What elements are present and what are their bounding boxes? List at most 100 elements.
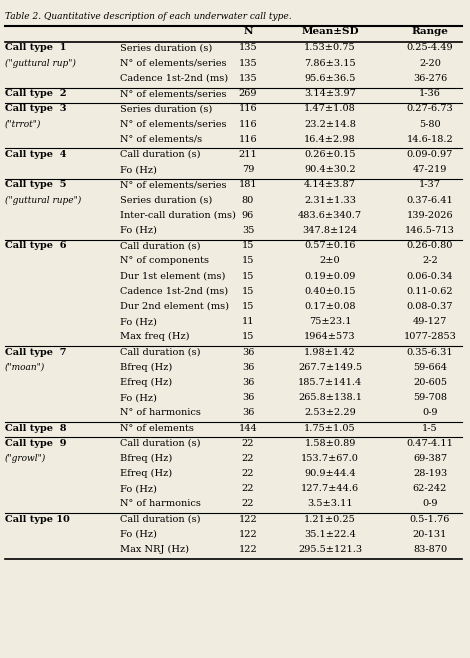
Text: 36-276: 36-276: [413, 74, 447, 83]
Text: 0.27-6.73: 0.27-6.73: [407, 105, 454, 113]
Text: 22: 22: [242, 469, 254, 478]
Text: 1.75±1.05: 1.75±1.05: [304, 424, 356, 432]
Text: Call duration (s): Call duration (s): [120, 241, 201, 250]
Text: 22: 22: [242, 439, 254, 447]
Text: 69-387: 69-387: [413, 454, 447, 463]
Text: Cadence 1st-2nd (ms): Cadence 1st-2nd (ms): [120, 287, 228, 295]
Text: 36: 36: [242, 393, 254, 402]
Text: N° of elements/series: N° of elements/series: [120, 120, 227, 128]
Text: 127.7±44.6: 127.7±44.6: [301, 484, 359, 494]
Text: Call duration (s): Call duration (s): [120, 150, 201, 159]
Text: Inter-call duration (ms): Inter-call duration (ms): [120, 211, 236, 220]
Text: 95.6±36.5: 95.6±36.5: [304, 74, 356, 83]
Text: N° of harmonics: N° of harmonics: [120, 499, 201, 509]
Text: 265.8±138.1: 265.8±138.1: [298, 393, 362, 402]
Text: 0.35-6.31: 0.35-6.31: [407, 347, 453, 357]
Text: 20-131: 20-131: [413, 530, 447, 539]
Text: 1.21±0.25: 1.21±0.25: [304, 515, 356, 524]
Text: 22: 22: [242, 484, 254, 494]
Text: 0.5-1.76: 0.5-1.76: [410, 515, 450, 524]
Text: 2±0: 2±0: [320, 257, 340, 265]
Text: 1.47±1.08: 1.47±1.08: [304, 105, 356, 113]
Text: Call type  3: Call type 3: [5, 105, 66, 113]
Text: 90.9±44.4: 90.9±44.4: [304, 469, 356, 478]
Text: Bfreq (Hz): Bfreq (Hz): [120, 454, 172, 463]
Text: 211: 211: [239, 150, 258, 159]
Text: 0-9: 0-9: [422, 499, 438, 509]
Text: Call type  1: Call type 1: [5, 43, 66, 53]
Text: 35: 35: [242, 226, 254, 235]
Text: 14.6-18.2: 14.6-18.2: [407, 135, 454, 143]
Text: 15: 15: [242, 302, 254, 311]
Text: ("guttural rup"): ("guttural rup"): [5, 59, 76, 68]
Text: 135: 135: [239, 59, 257, 68]
Text: 181: 181: [239, 180, 257, 190]
Text: 47-219: 47-219: [413, 165, 447, 174]
Text: 15: 15: [242, 241, 254, 250]
Text: 5-80: 5-80: [419, 120, 441, 128]
Text: 28-193: 28-193: [413, 469, 447, 478]
Text: 267.7±149.5: 267.7±149.5: [298, 363, 362, 372]
Text: 116: 116: [239, 120, 257, 128]
Text: Fo (Hz): Fo (Hz): [120, 484, 157, 494]
Text: 11: 11: [242, 317, 254, 326]
Text: 90.4±30.2: 90.4±30.2: [304, 165, 356, 174]
Text: 0.26-0.80: 0.26-0.80: [407, 241, 453, 250]
Text: N° of elements/series: N° of elements/series: [120, 59, 227, 68]
Text: 0.17±0.08: 0.17±0.08: [304, 302, 356, 311]
Text: Call duration (s): Call duration (s): [120, 347, 201, 357]
Text: Cadence 1st-2nd (ms): Cadence 1st-2nd (ms): [120, 74, 228, 83]
Text: Efreq (Hz): Efreq (Hz): [120, 469, 172, 478]
Text: Call duration (s): Call duration (s): [120, 439, 201, 447]
Text: Series duration (s): Series duration (s): [120, 105, 212, 113]
Text: 2-2: 2-2: [422, 257, 438, 265]
Text: Call type 10: Call type 10: [5, 515, 70, 524]
Text: 116: 116: [239, 135, 257, 143]
Text: Efreq (Hz): Efreq (Hz): [120, 378, 172, 387]
Text: 295.5±121.3: 295.5±121.3: [298, 545, 362, 554]
Text: Call type  9: Call type 9: [5, 439, 66, 447]
Text: 0.08-0.37: 0.08-0.37: [407, 302, 453, 311]
Text: Fo (Hz): Fo (Hz): [120, 317, 157, 326]
Text: 79: 79: [242, 165, 254, 174]
Text: Series duration (s): Series duration (s): [120, 195, 212, 205]
Text: 1.58±0.89: 1.58±0.89: [304, 439, 356, 447]
Text: 96: 96: [242, 211, 254, 220]
Text: Bfreq (Hz): Bfreq (Hz): [120, 363, 172, 372]
Text: N° of elements/s: N° of elements/s: [120, 135, 202, 143]
Text: 0.26±0.15: 0.26±0.15: [304, 150, 356, 159]
Text: 1-36: 1-36: [419, 89, 441, 98]
Text: 122: 122: [239, 530, 258, 539]
Text: Call type  4: Call type 4: [5, 150, 66, 159]
Text: 269: 269: [239, 89, 257, 98]
Text: Fo (Hz): Fo (Hz): [120, 393, 157, 402]
Text: 135: 135: [239, 74, 257, 83]
Text: Dur 1st element (ms): Dur 1st element (ms): [120, 272, 226, 280]
Text: Call duration (s): Call duration (s): [120, 515, 201, 524]
Text: Fo (Hz): Fo (Hz): [120, 530, 157, 539]
Text: 49-127: 49-127: [413, 317, 447, 326]
Text: ("growl"): ("growl"): [5, 454, 46, 463]
Text: Call type  5: Call type 5: [5, 180, 66, 190]
Text: 15: 15: [242, 257, 254, 265]
Text: 1-37: 1-37: [419, 180, 441, 190]
Text: 0.09-0.97: 0.09-0.97: [407, 150, 453, 159]
Text: 22: 22: [242, 454, 254, 463]
Text: Call type  6: Call type 6: [5, 241, 66, 250]
Text: Fo (Hz): Fo (Hz): [120, 226, 157, 235]
Text: 144: 144: [239, 424, 258, 432]
Text: 116: 116: [239, 105, 257, 113]
Text: 135: 135: [239, 43, 257, 53]
Text: 1-5: 1-5: [422, 424, 438, 432]
Text: Mean±SD: Mean±SD: [301, 27, 359, 36]
Text: Fo (Hz): Fo (Hz): [120, 165, 157, 174]
Text: 7.86±3.15: 7.86±3.15: [304, 59, 356, 68]
Text: 2.31±1.33: 2.31±1.33: [304, 195, 356, 205]
Text: 59-708: 59-708: [413, 393, 447, 402]
Text: 4.14±3.87: 4.14±3.87: [304, 180, 356, 190]
Text: 36: 36: [242, 347, 254, 357]
Text: Range: Range: [412, 27, 448, 36]
Text: N° of harmonics: N° of harmonics: [120, 409, 201, 417]
Text: 0.25-4.49: 0.25-4.49: [407, 43, 453, 53]
Text: 3.14±3.97: 3.14±3.97: [304, 89, 356, 98]
